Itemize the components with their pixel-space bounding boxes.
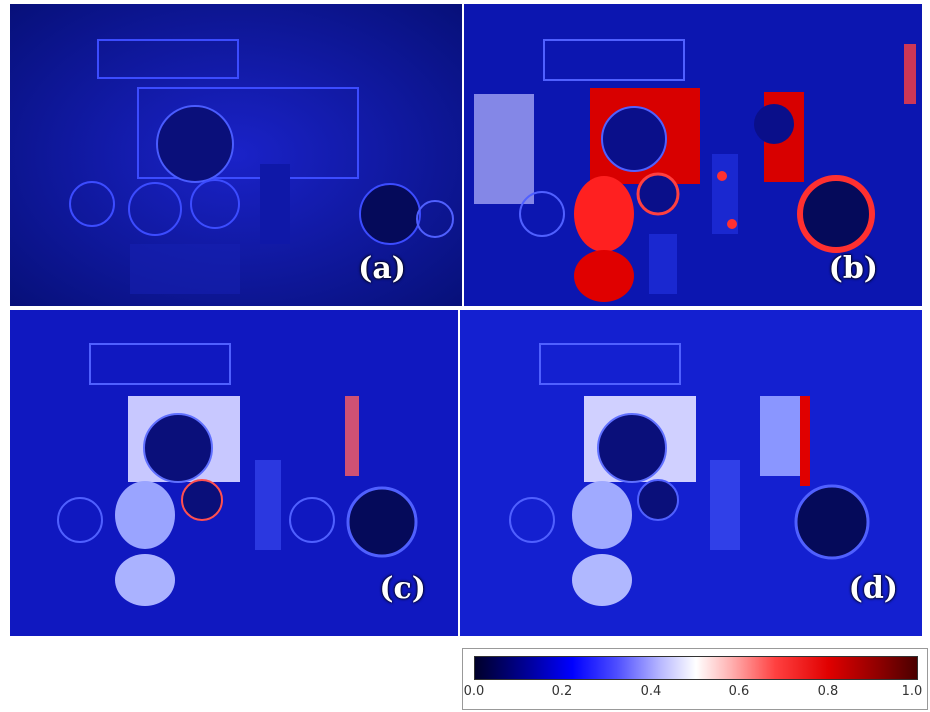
panel-label-b: (b): [828, 251, 878, 286]
colorbar-tick-4: 0.8: [817, 684, 839, 699]
panel-c-error-map: (c): [10, 310, 458, 636]
panel-label-d: (d): [848, 571, 898, 606]
panel-d-error-map: (d): [460, 310, 922, 636]
colorbar-tick-1: 0.2: [551, 684, 573, 699]
panel-a-error-map: (a): [10, 4, 462, 306]
colorbar: 0.0 0.2 0.4 0.6 0.8 1.0: [460, 648, 930, 712]
colorbar-tick-0: 0.0: [463, 684, 485, 699]
colorbar-tick-5: 1.0: [901, 684, 923, 699]
panel-b-error-map: (b): [464, 4, 922, 306]
colorbar-gradient: [474, 656, 918, 680]
panel-d-image: [460, 310, 922, 636]
panel-label-c: (c): [379, 571, 426, 606]
panel-a-image: [10, 4, 462, 306]
panel-b-image: [464, 4, 922, 306]
colorbar-tick-3: 0.6: [728, 684, 750, 699]
panel-label-a: (a): [358, 251, 406, 286]
panel-c-image: [10, 310, 458, 636]
colorbar-tick-2: 0.4: [640, 684, 662, 699]
